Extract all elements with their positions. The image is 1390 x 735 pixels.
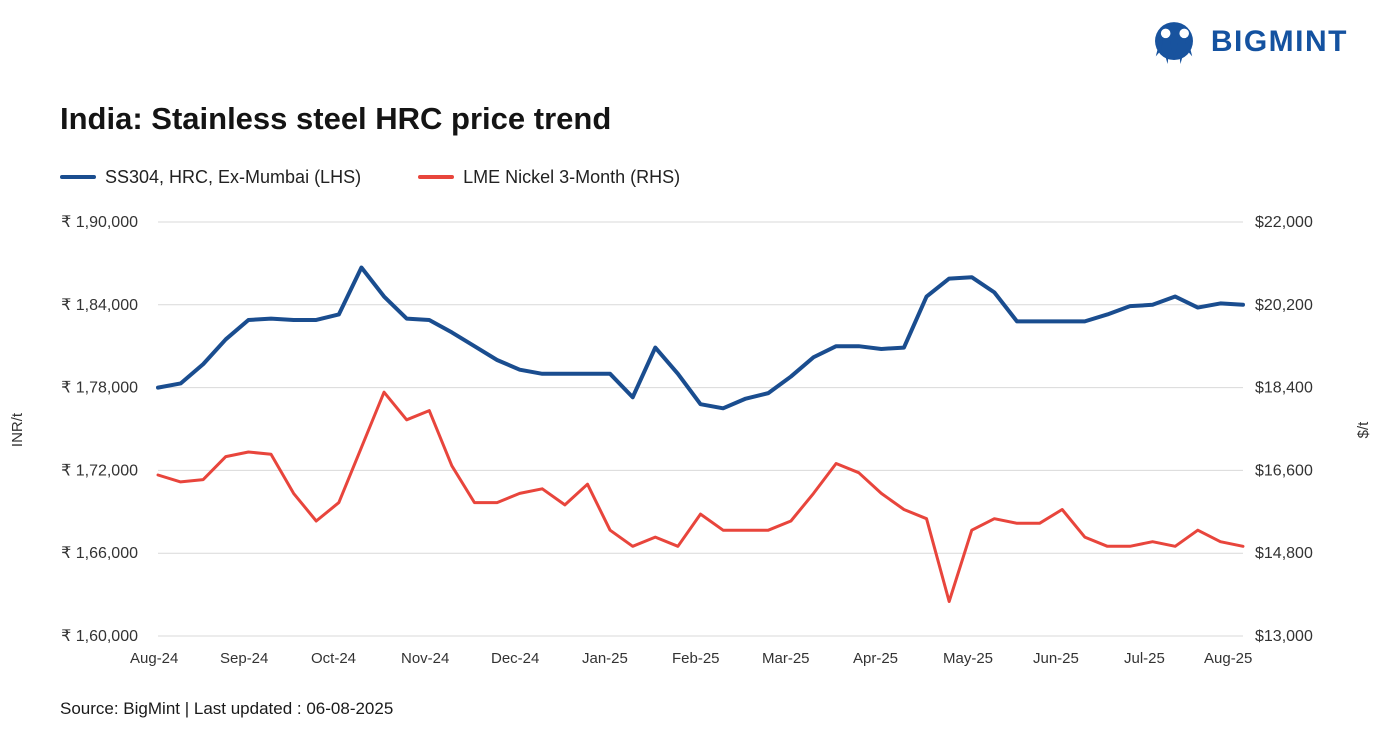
- svg-text:₹ 1,60,000: ₹ 1,60,000: [61, 628, 138, 645]
- svg-text:₹ 1,72,000: ₹ 1,72,000: [61, 462, 138, 479]
- svg-text:$/t: $/t: [1355, 421, 1372, 439]
- svg-text:Apr-25: Apr-25: [853, 650, 898, 667]
- svg-text:$14,800: $14,800: [1255, 545, 1313, 562]
- svg-text:Jun-25: Jun-25: [1033, 650, 1079, 667]
- svg-text:₹ 1,90,000: ₹ 1,90,000: [61, 214, 138, 231]
- svg-text:Feb-25: Feb-25: [672, 650, 720, 667]
- svg-text:$22,000: $22,000: [1255, 214, 1313, 231]
- svg-text:INR/t: INR/t: [9, 412, 26, 447]
- svg-text:Dec-24: Dec-24: [491, 650, 539, 667]
- svg-text:Nov-24: Nov-24: [401, 650, 449, 667]
- svg-text:Mar-25: Mar-25: [762, 650, 810, 667]
- svg-text:$20,200: $20,200: [1255, 297, 1313, 314]
- svg-text:$13,000: $13,000: [1255, 628, 1313, 645]
- svg-text:Sep-24: Sep-24: [220, 650, 268, 667]
- svg-text:Jul-25: Jul-25: [1124, 650, 1165, 667]
- svg-text:$16,600: $16,600: [1255, 462, 1313, 479]
- svg-text:$18,400: $18,400: [1255, 380, 1313, 397]
- svg-text:Jan-25: Jan-25: [582, 650, 628, 667]
- svg-text:Aug-25: Aug-25: [1204, 650, 1252, 667]
- svg-text:₹ 1,66,000: ₹ 1,66,000: [61, 545, 138, 562]
- svg-text:Oct-24: Oct-24: [311, 650, 356, 667]
- svg-text:₹ 1,84,000: ₹ 1,84,000: [61, 297, 138, 314]
- svg-text:May-25: May-25: [943, 650, 993, 667]
- svg-text:₹ 1,78,000: ₹ 1,78,000: [61, 380, 138, 397]
- svg-text:Aug-24: Aug-24: [130, 650, 178, 667]
